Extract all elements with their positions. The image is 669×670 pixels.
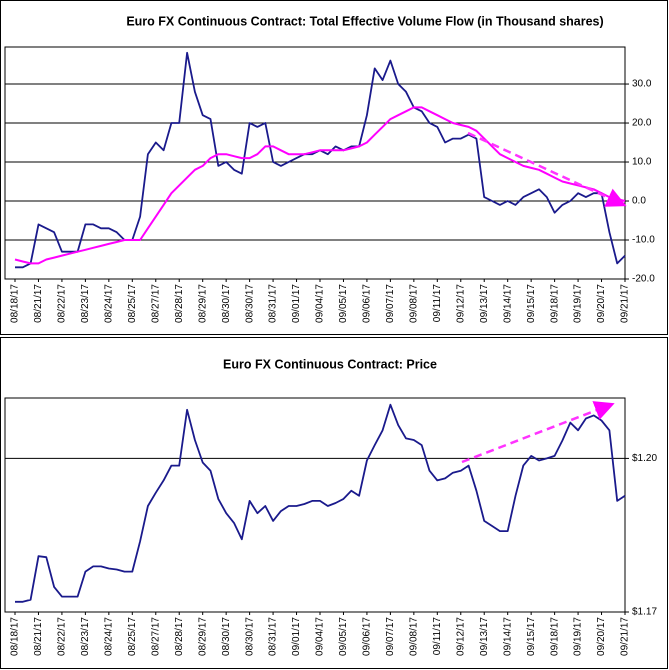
x-tick-label: 09/06/17: [362, 617, 373, 656]
x-tick-label: 08/21/17: [33, 617, 44, 656]
x-tick-label: 09/20/17: [596, 617, 607, 656]
x-tick-label: 09/04/17: [315, 617, 326, 656]
x-tick-label: 09/13/17: [479, 617, 490, 656]
x-tick-label: 08/28/17: [174, 617, 185, 656]
x-tick-label: 09/15/17: [526, 284, 537, 323]
series-line: [14, 106, 626, 265]
x-tick-label: 09/11/17: [432, 284, 443, 323]
x-tick-label: 08/24/17: [103, 617, 114, 656]
plot-area: [4, 397, 626, 613]
x-tick-label: 09/01/17: [291, 617, 302, 656]
y-tick-label: 20.0: [632, 118, 652, 129]
x-tick-label: 08/27/17: [150, 284, 161, 323]
x-tick-label: 09/05/17: [338, 284, 349, 323]
x-tick-label: 08/31/17: [268, 284, 279, 323]
chart-title: Euro FX Continuous Contract: Price: [223, 357, 437, 371]
x-tick-label: 09/19/17: [573, 284, 584, 323]
x-tick-label: 08/30/17: [244, 284, 255, 323]
x-tick-label: 09/14/17: [502, 617, 513, 656]
x-tick-label: 08/23/17: [80, 617, 91, 656]
y-tick-label: 10.0: [632, 157, 652, 168]
x-tick-label: 08/25/17: [127, 284, 138, 323]
x-tick-label: 08/18/17: [10, 617, 21, 656]
x-tick-label: 09/15/17: [526, 617, 537, 656]
trend-arrow: [467, 131, 627, 207]
x-tick-label: 09/21/17: [620, 284, 631, 323]
x-tick-label: 08/29/17: [197, 284, 208, 323]
x-tick-label: 09/18/17: [549, 617, 560, 656]
y-tick-label: 30.0: [632, 79, 652, 90]
x-tick-label: 09/08/17: [408, 284, 419, 323]
x-tick-label: 08/22/17: [57, 284, 68, 323]
trend-arrow: [461, 401, 615, 464]
y-tick-label: -20.0: [632, 274, 655, 285]
y-tick-label: -10.0: [632, 235, 655, 246]
x-tick-label: 08/30/17: [244, 617, 255, 656]
plots: 30.0 20.0 10.0 0.0 -10.0 -20.0 08/18/17 08/21/1…: [4, 46, 657, 656]
x-tick-label: 09/07/17: [385, 284, 396, 323]
x-tick-label: 08/25/17: [127, 617, 138, 656]
x-tick-label: 08/30/17: [221, 284, 232, 323]
x-tick-label: 08/23/17: [80, 284, 91, 323]
y-tick-label: $1.17: [632, 607, 657, 618]
x-tick-label: 09/07/17: [385, 617, 396, 656]
x-tick-label: 08/30/17: [221, 617, 232, 656]
x-tick-label: 08/22/17: [57, 617, 68, 656]
x-tick-label: 09/12/17: [455, 284, 466, 323]
x-tick-label: 08/28/17: [174, 284, 185, 323]
x-tick-label: 08/27/17: [150, 617, 161, 656]
x-tick-label: 09/04/17: [315, 284, 326, 323]
y-tick-label: $1.20: [632, 453, 657, 464]
x-tick-label: 08/31/17: [268, 617, 279, 656]
x-tick-label: 09/01/17: [291, 284, 302, 323]
chart-title: Euro FX Continuous Contract: Total Effec…: [126, 14, 603, 28]
x-tick-label: 09/06/17: [362, 284, 373, 323]
x-tick-label: 09/12/17: [455, 617, 466, 656]
x-tick-label: 08/18/17: [10, 284, 21, 323]
y-tick-label: 0.0: [632, 196, 646, 207]
x-tick-label: 09/05/17: [338, 617, 349, 656]
series-line: [15, 403, 626, 603]
x-tick-label: 08/29/17: [197, 617, 208, 656]
x-tick-label: 09/13/17: [479, 284, 490, 323]
x-tick-label: 09/19/17: [573, 617, 584, 656]
x-tick-label: 08/24/17: [103, 284, 114, 323]
x-tick-label: 09/08/17: [408, 617, 419, 656]
x-tick-label: 09/20/17: [596, 284, 607, 323]
x-tick-label: 09/11/17: [432, 617, 443, 656]
x-tick-label: 08/21/17: [33, 284, 44, 323]
x-tick-label: 09/18/17: [549, 284, 560, 323]
x-tick-label: 09/21/17: [620, 617, 631, 656]
x-tick-label: 09/14/17: [502, 284, 513, 323]
